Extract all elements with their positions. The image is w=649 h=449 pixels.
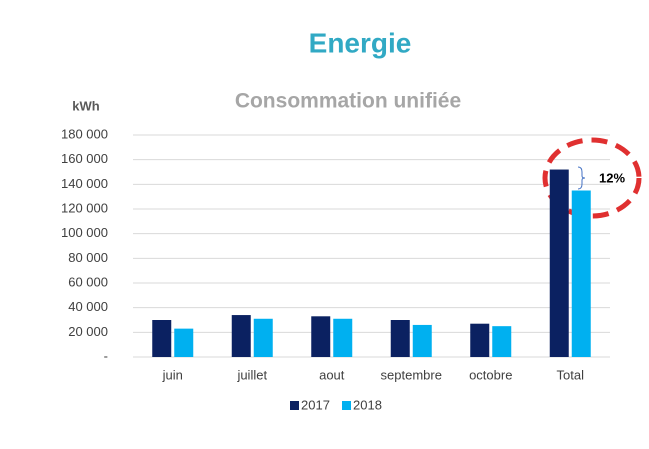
y-tick-label: 140 000 <box>61 176 108 191</box>
bar <box>253 318 273 357</box>
bar <box>231 315 251 357</box>
y-tick-label: 120 000 <box>61 200 108 215</box>
legend-label: 2017 <box>301 397 330 412</box>
chart-title: Energie <box>309 27 412 58</box>
bar <box>492 326 512 357</box>
y-tick-label: - <box>104 348 108 363</box>
bar <box>311 316 331 357</box>
x-tick-label: octobre <box>469 367 512 382</box>
bar <box>549 169 569 357</box>
y-tick-label: 20 000 <box>68 324 108 339</box>
y-tick-label: 180 000 <box>61 126 108 141</box>
highlight-circle <box>542 137 642 219</box>
brace <box>577 166 586 190</box>
y-tick-label: 40 000 <box>68 299 108 314</box>
x-tick-label: juillet <box>236 367 267 382</box>
x-tick-label: juin <box>162 367 183 382</box>
bar <box>333 318 353 357</box>
y-tick-label: 160 000 <box>61 151 108 166</box>
annotation: 12% <box>599 170 625 185</box>
y-tick-label: 80 000 <box>68 250 108 265</box>
legend-label: 2018 <box>353 397 382 412</box>
legend-swatch <box>342 401 351 410</box>
bar <box>152 320 172 357</box>
bar <box>390 320 410 357</box>
bar <box>571 190 591 357</box>
y-tick-label: 100 000 <box>61 225 108 240</box>
y-axis-label: kWh <box>72 98 100 113</box>
x-tick-label: aout <box>319 367 345 382</box>
x-tick-label: Total <box>557 367 585 382</box>
bar <box>412 324 432 357</box>
bar <box>174 328 194 357</box>
y-tick-label: 60 000 <box>68 274 108 289</box>
bar <box>470 323 490 357</box>
x-tick-label: septembre <box>381 367 442 382</box>
legend-swatch <box>290 401 299 410</box>
chart-subtitle: Consommation unifiée <box>235 90 461 113</box>
